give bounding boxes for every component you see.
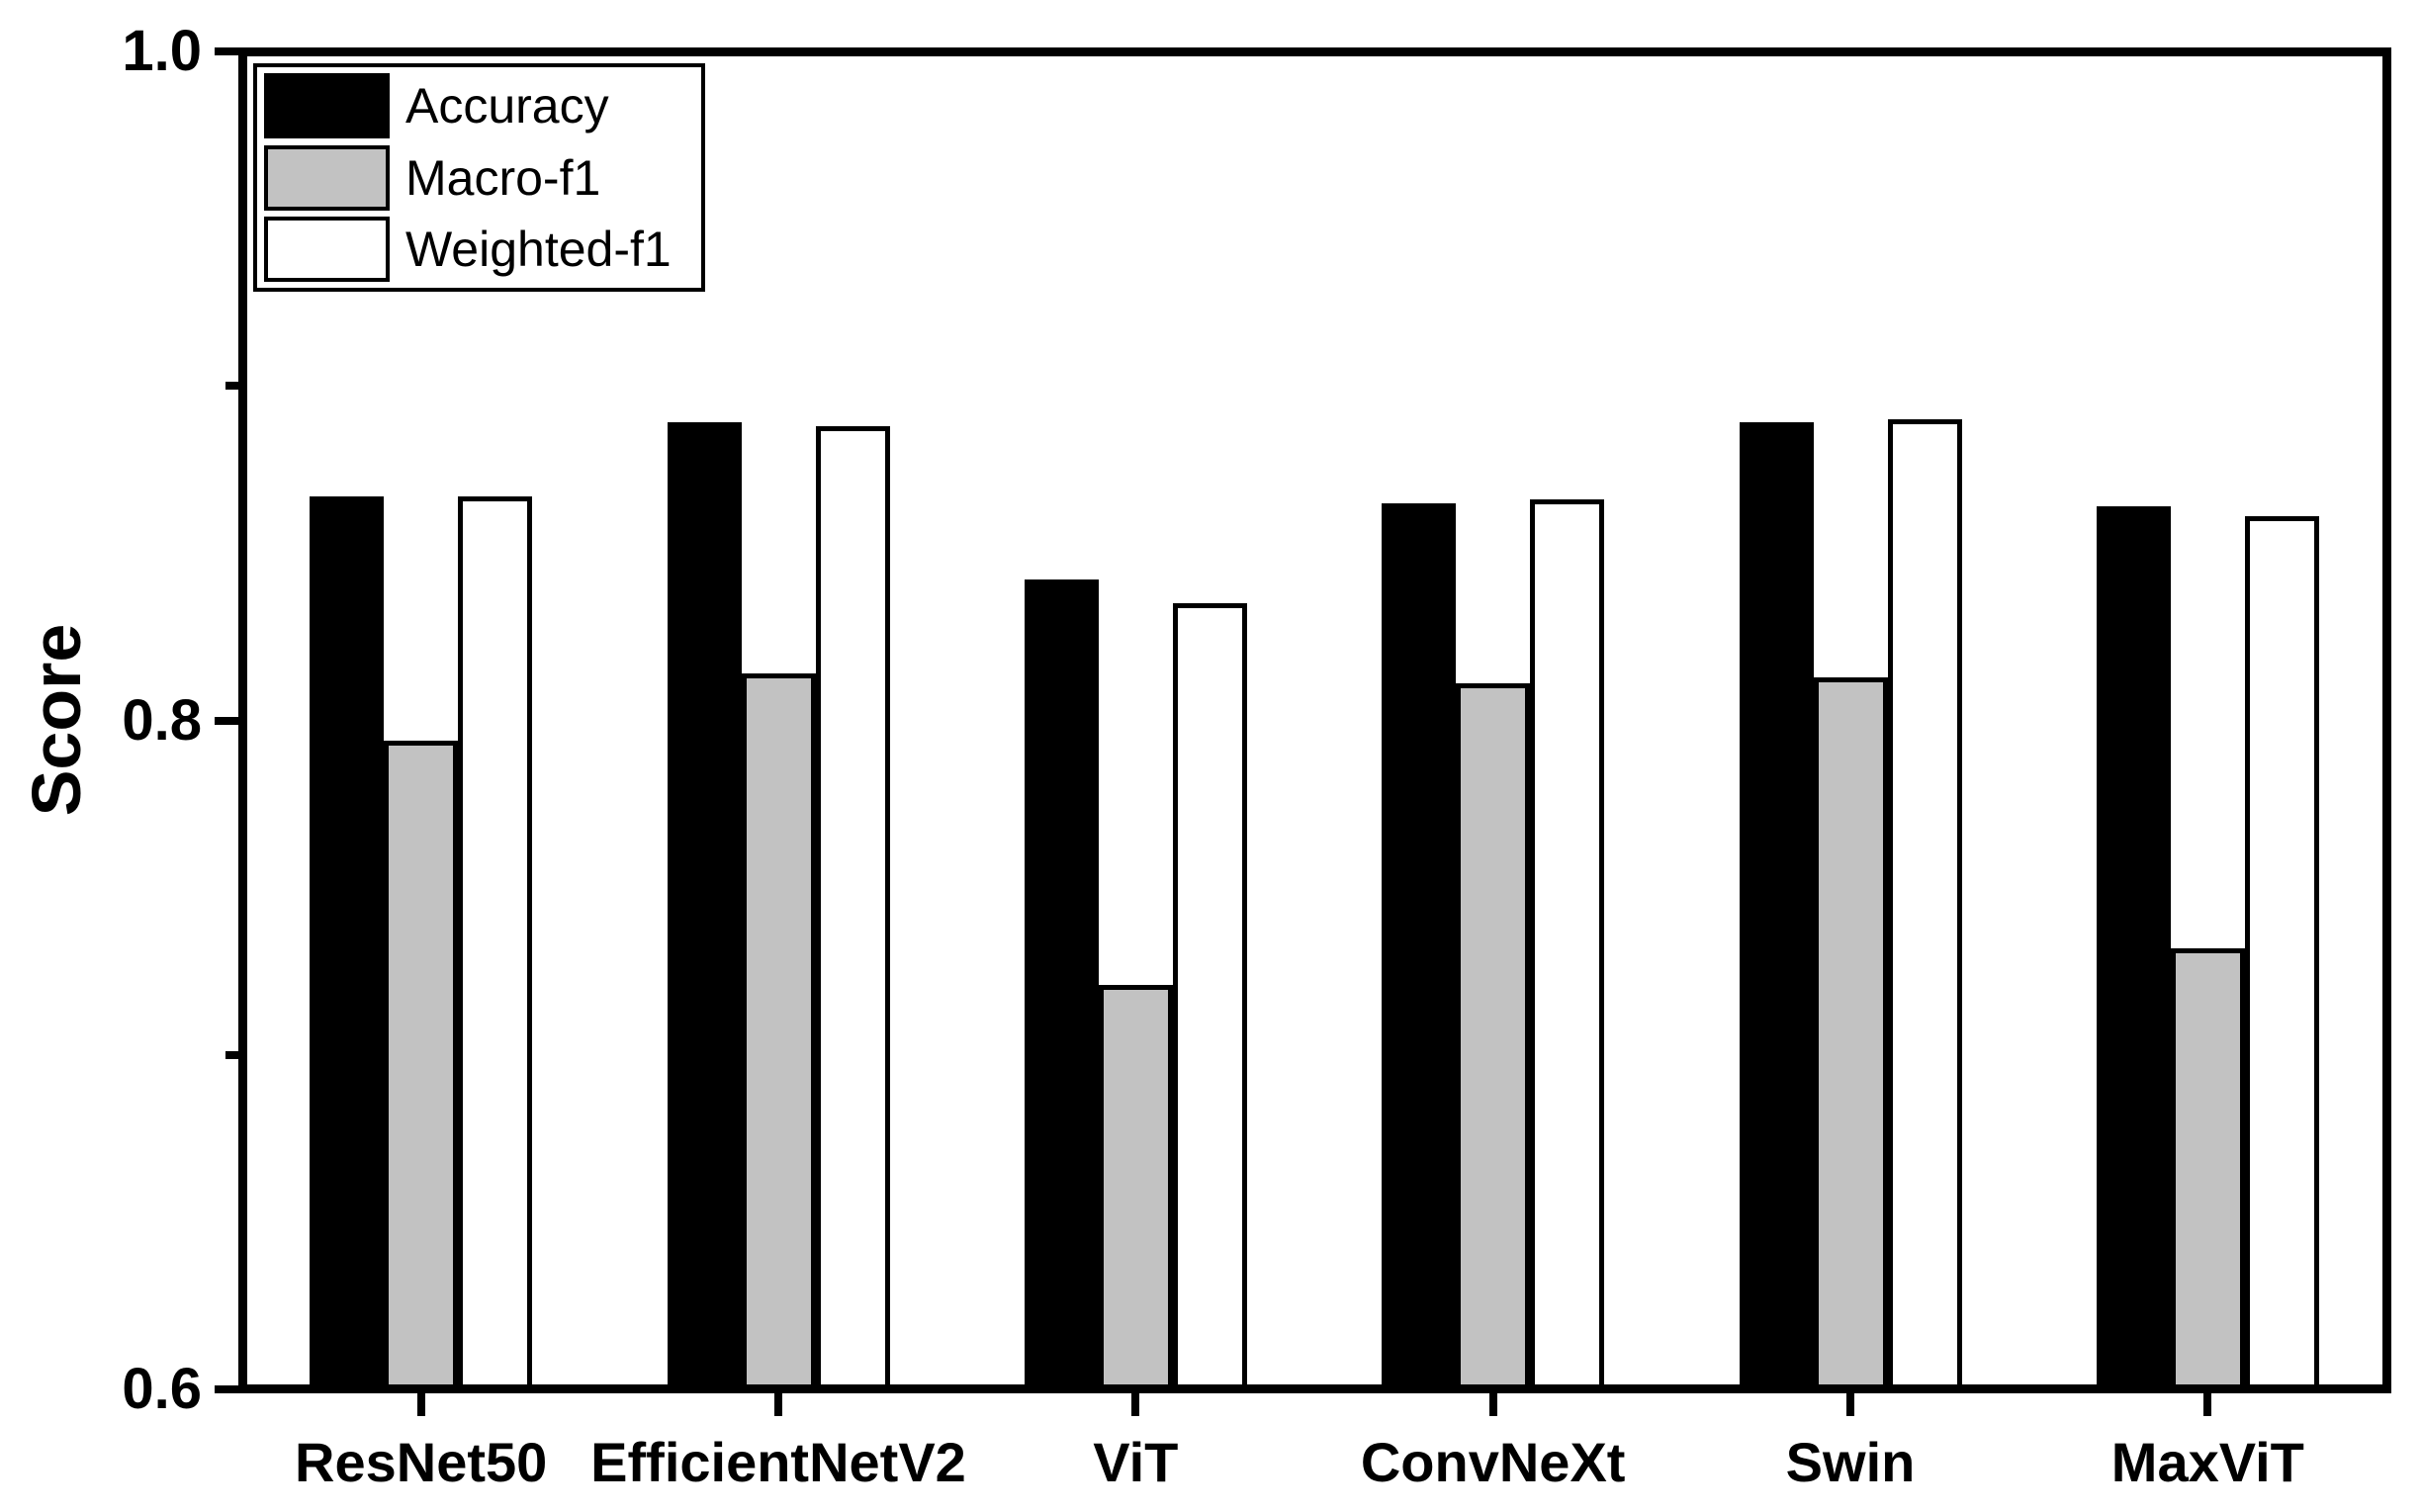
bar-ResNet50-Macro-f1: [384, 740, 459, 1389]
x-tick-label-ResNet50: ResNet50: [295, 1431, 548, 1493]
bar-Swin-Accuracy: [1739, 422, 1814, 1389]
bar-MaxViT-Accuracy: [2096, 506, 2171, 1389]
bar-ResNet50-Accuracy: [310, 495, 385, 1389]
x-tick-label-ViT: ViT: [1093, 1431, 1179, 1493]
y-major-tick-0.6: [215, 1385, 242, 1393]
y-minor-tick-0.7: [225, 1050, 242, 1059]
bar-EfficientNetV2-Weighted-f1: [815, 425, 890, 1389]
legend-swatch-accuracy: [264, 73, 390, 139]
x-tick-label-MaxViT: MaxViT: [2110, 1431, 2304, 1493]
bar-ResNet50-Weighted-f1: [458, 495, 533, 1389]
bar-EfficientNetV2-Macro-f1: [741, 673, 816, 1389]
bar-MaxViT-Macro-f1: [2170, 947, 2245, 1389]
x-tick-ResNet50: [416, 1390, 425, 1416]
bar-ConvNeXt-Accuracy: [1382, 502, 1457, 1389]
bar-ViT-Weighted-f1: [1172, 603, 1247, 1389]
x-tick-label-Swin: Swin: [1785, 1431, 1916, 1493]
legend-label-accuracy: Accuracy: [405, 78, 609, 134]
bar-Swin-Macro-f1: [1813, 676, 1888, 1389]
bar-EfficientNetV2-Accuracy: [667, 422, 742, 1389]
legend-label-macro-f1: Macro-f1: [405, 149, 601, 206]
legend-item-accuracy: Accuracy: [264, 73, 701, 139]
bar-ViT-Macro-f1: [1098, 984, 1173, 1389]
bar-Swin-Weighted-f1: [1887, 419, 1962, 1389]
y-major-tick-1.0: [215, 47, 242, 55]
legend-box: Accuracy Macro-f1 Weighted-f1: [253, 63, 705, 292]
y-tick-label-1.0: 1.0: [122, 19, 202, 83]
x-tick-EfficientNetV2: [774, 1390, 782, 1416]
x-tick-label-ConvNeXt: ConvNeXt: [1360, 1431, 1626, 1493]
legend-swatch-macro-f1: [264, 144, 390, 211]
y-axis-title: Score: [18, 623, 95, 817]
x-tick-ViT: [1131, 1390, 1140, 1416]
legend-item-weighted-f1: Weighted-f1: [264, 216, 701, 282]
x-tick-ConvNeXt: [1488, 1390, 1497, 1416]
legend-item-macro-f1: Macro-f1: [264, 144, 701, 211]
bar-ViT-Accuracy: [1024, 579, 1099, 1389]
bar-ConvNeXt-Macro-f1: [1456, 683, 1531, 1389]
y-minor-tick-0.9: [225, 382, 242, 391]
x-tick-label-EfficientNetV2: EfficientNetV2: [590, 1431, 966, 1493]
y-major-tick-0.8: [215, 716, 242, 725]
x-tick-MaxViT: [2203, 1390, 2212, 1416]
bar-ConvNeXt-Weighted-f1: [1530, 499, 1605, 1389]
x-tick-Swin: [1846, 1390, 1854, 1416]
bar-MaxViT-Weighted-f1: [2244, 516, 2319, 1389]
legend-label-weighted-f1: Weighted-f1: [405, 221, 672, 277]
y-tick-label-0.6: 0.6: [122, 1357, 202, 1421]
legend-swatch-weighted-f1: [264, 216, 390, 282]
